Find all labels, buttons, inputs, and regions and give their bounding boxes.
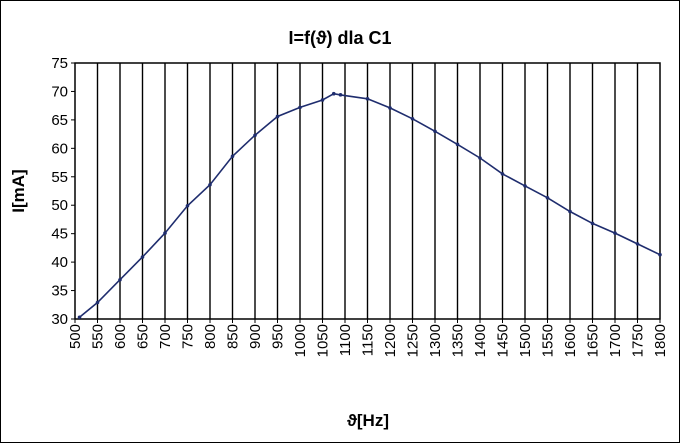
data-point xyxy=(185,203,190,208)
y-tick-label: 55 xyxy=(51,169,68,186)
data-point xyxy=(523,184,527,188)
y-tick-label: 35 xyxy=(51,283,68,300)
y-tick-label: 30 xyxy=(51,311,68,328)
series-group xyxy=(77,91,662,320)
x-tick-label: 650 xyxy=(135,324,152,349)
x-tick-label: 1400 xyxy=(472,324,489,357)
x-tick-label: 1800 xyxy=(652,324,669,357)
x-tick-label: 1450 xyxy=(495,324,512,357)
x-tick-label: 1100 xyxy=(337,324,354,356)
data-point xyxy=(275,114,280,119)
x-tick-label: 1750 xyxy=(630,324,647,357)
plot-area xyxy=(74,62,661,323)
x-axis-ticks: 500 550 600 650 700 750 800 850 900 950 1000 1050 11… xyxy=(67,324,669,357)
y-tick-label: 60 xyxy=(51,140,68,157)
x-tick-label: 1250 xyxy=(405,324,422,357)
data-point xyxy=(658,252,662,257)
y-tick-label: 75 xyxy=(51,55,68,72)
y-tick-label: 65 xyxy=(51,112,68,129)
data-point xyxy=(365,97,370,101)
x-tick-label: 1300 xyxy=(427,324,444,357)
y-tick-label: 70 xyxy=(51,83,68,100)
x-tick-label: 1500 xyxy=(517,324,534,357)
data-point xyxy=(568,209,572,214)
x-tick-label: 550 xyxy=(90,324,107,349)
data-point xyxy=(118,277,122,282)
x-tick-label: 750 xyxy=(180,324,197,349)
x-tick-label: 950 xyxy=(270,324,287,349)
x-axis-title: ϑ[Hz] xyxy=(347,411,389,430)
y-axis-ticks: 30 35 40 45 50 55 60 65 70 75 xyxy=(51,55,75,328)
data-point xyxy=(331,91,336,96)
data-point xyxy=(140,255,145,259)
data-point xyxy=(590,221,595,226)
data-point xyxy=(635,242,640,246)
x-tick-label: 700 xyxy=(157,324,174,349)
x-tick-label: 1200 xyxy=(382,324,399,357)
data-point xyxy=(500,172,505,176)
x-tick-label: 1600 xyxy=(562,324,579,357)
y-tick-label: 45 xyxy=(51,226,68,243)
x-tick-label: 1350 xyxy=(450,324,467,357)
data-point xyxy=(298,105,302,110)
x-tick-label: 600 xyxy=(112,324,129,349)
data-point xyxy=(433,129,437,134)
data-point xyxy=(95,300,100,305)
data-point xyxy=(208,182,212,187)
data-point xyxy=(613,231,617,235)
data-point xyxy=(388,106,392,110)
chart-title: I=f(ϑ) dla C1 xyxy=(289,28,392,48)
y-axis-title: I[mA] xyxy=(9,169,28,212)
data-point xyxy=(253,133,257,138)
series-line xyxy=(78,92,661,318)
data-point xyxy=(478,156,482,160)
x-tick-label: 1700 xyxy=(607,324,624,357)
data-point xyxy=(410,116,415,121)
data-point xyxy=(455,142,460,147)
x-tick-label: 850 xyxy=(225,324,242,349)
x-tick-label: 900 xyxy=(247,324,264,349)
data-point xyxy=(77,315,82,320)
x-tick-label: 1650 xyxy=(585,324,602,357)
x-tick-label: 1000 xyxy=(292,324,309,357)
data-point xyxy=(545,196,550,200)
data-point xyxy=(230,154,235,159)
x-tick-label: 800 xyxy=(202,324,219,349)
data-point xyxy=(320,98,325,102)
data-point xyxy=(338,93,343,97)
y-tick-label: 40 xyxy=(51,254,68,271)
x-tick-label: 1550 xyxy=(540,324,557,357)
x-tick-label: 1150 xyxy=(360,324,377,356)
x-tick-label: 500 xyxy=(67,324,84,349)
x-tick-label: 1050 xyxy=(315,324,332,357)
data-point xyxy=(163,231,167,235)
y-tick-label: 50 xyxy=(51,197,68,214)
